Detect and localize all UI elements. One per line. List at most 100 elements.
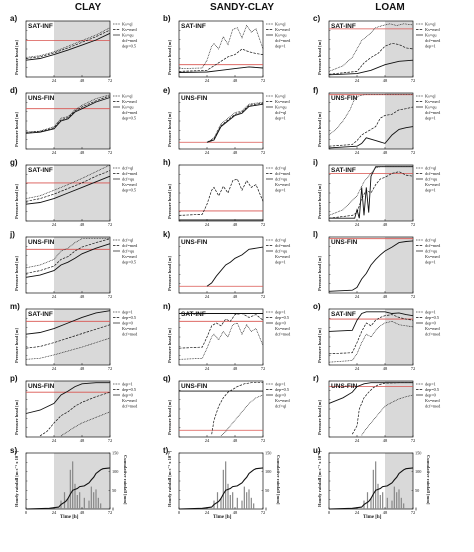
- y-axis-label: Pressure head [m]: [14, 256, 19, 291]
- series-line-1: [178, 24, 264, 69]
- panel-a: a) 24 48 72 SAT-INF Ks=ql Ks=med Ks=qu dcf=med de…: [10, 14, 160, 84]
- panel-label: l): [313, 230, 318, 239]
- y2-tick-label: 50: [415, 488, 419, 493]
- series-line-3: [25, 382, 110, 414]
- x-tick-label: 72: [411, 510, 416, 515]
- x-tick-label: 48: [233, 150, 238, 155]
- y-axis-label: Pressure head [m]: [14, 112, 19, 147]
- panel-t: t) 0 24 48 72 0 50 100 150 Hourly rainfall [m s⁻¹…: [163, 446, 313, 520]
- column-title-sandy-clay: SANDY-CLAY: [209, 2, 275, 13]
- panel-title: SAT-INF: [331, 167, 356, 174]
- x-tick-label: 48: [80, 78, 85, 83]
- y-axis-label: Pressure head [m]: [317, 256, 322, 291]
- rain-bar: [220, 497, 222, 509]
- panel-label: q): [163, 374, 171, 383]
- series-line-3: [328, 59, 414, 76]
- x-tick-label: 48: [233, 438, 238, 443]
- legend-entry: dcf=med: [122, 171, 138, 176]
- y2-tick-label: 100: [415, 469, 421, 474]
- series-line-2: [328, 43, 414, 75]
- series-line-1: [328, 94, 413, 136]
- x-tick-label: 48: [233, 510, 238, 515]
- legend-entry: Ks=qu: [122, 105, 134, 110]
- rain-bar: [250, 497, 252, 509]
- legend-entry: dcf=med: [425, 404, 441, 409]
- legend-entry: dep=0.5: [122, 315, 136, 320]
- y-axis-label: Pressure head [m]: [167, 112, 172, 147]
- x-tick-label: 24: [205, 78, 210, 83]
- rain-bar: [227, 483, 229, 509]
- rain-bar: [379, 495, 381, 509]
- panel-n: n) 24 48 72 SAT-INF dep=1 dep=0.5 dep=0 Ks=med dc…: [163, 302, 313, 372]
- x-axis-label: Time [h]: [213, 515, 232, 520]
- panel-title: UNS-FIN: [28, 95, 55, 102]
- x-tick-label: 48: [383, 366, 388, 371]
- rain-bar: [76, 495, 78, 509]
- panel-label: c): [313, 14, 321, 23]
- rain-bar: [90, 486, 92, 509]
- panel-chart: 24 48 72 SAT-INF Ks=qlKs=medKs=qudcf=meddep=…: [25, 20, 138, 83]
- panel-label: f): [313, 86, 319, 95]
- series-line-3: [25, 32, 111, 61]
- rain-bar: [229, 495, 231, 509]
- panel-chart: 24 48 72 UNS-FIN dcf=qldcf=meddcf=quKs=medde…: [328, 236, 441, 299]
- y-axis-label: Pressure head [m]: [14, 184, 19, 219]
- panel-title: UNS-FIN: [28, 239, 55, 246]
- x-tick-label: 48: [383, 510, 388, 515]
- legend-entry: dcf=ql: [122, 166, 134, 171]
- y-axis-label: Pressure head [m]: [317, 40, 322, 75]
- x-tick-label: 48: [383, 222, 388, 227]
- legend-entry: Ks=med: [425, 99, 440, 104]
- legend-entry: Ks=med: [122, 182, 137, 187]
- panel-chart: 24 48 72 SAT-INF Ks=qlKs=medKs=qudcf=meddep=…: [328, 20, 441, 83]
- legend-entry: Ks=med: [122, 326, 137, 331]
- column-title-loam: LOAM: [375, 2, 405, 13]
- panel-f: f) 24 48 72 UNS-FIN Ks=ql Ks=med Ks=qu dcf=med de…: [313, 86, 463, 156]
- panel-title: SAT-INF: [28, 23, 53, 30]
- series-line-1: [178, 322, 264, 360]
- y-axis-label: Pressure head [m]: [167, 40, 172, 75]
- x-tick-label: 72: [411, 366, 416, 371]
- legend-entry: Ks=med: [425, 182, 440, 187]
- y-axis-label: Pressure head [m]: [317, 400, 322, 435]
- series-line-3: [25, 175, 111, 205]
- panel-label: e): [163, 86, 171, 95]
- legend-entry: Ks=med: [275, 182, 290, 187]
- x-tick-label: 72: [108, 294, 113, 299]
- panel-q: q) 24 48 72 UNS-FIN dep=1 dep=0.5 dep=0 Ks=med dc…: [163, 374, 313, 444]
- x-tick-label: 48: [80, 438, 85, 443]
- legend-entry: dcf=med: [425, 110, 441, 115]
- x-tick-label: 48: [80, 366, 85, 371]
- panel-chart: 24 48 72 UNS-FIN dcf=qldcf=meddcf=quKs=medde…: [178, 236, 291, 299]
- rain-bar: [403, 503, 405, 509]
- legend-entry: Ks=qu: [275, 33, 287, 38]
- legend-entry: Ks=med: [275, 99, 290, 104]
- x-tick-label: 24: [52, 294, 57, 299]
- rain-bar: [63, 492, 66, 509]
- legend-entry: dep=0.5: [122, 260, 136, 265]
- y-axis-label: Hourly rainfall [m s⁻¹ x 10⁻⁶]: [167, 450, 172, 507]
- series-line-1: [178, 178, 264, 216]
- legend-entry: dcf=qu: [122, 249, 135, 254]
- panel-chart: 24 48 72 SAT-INF dep=1dep=0.5dep=0Ks=meddcf=…: [328, 308, 441, 371]
- legend-entry: dep=1: [425, 310, 436, 315]
- x-tick-label: 24: [52, 78, 57, 83]
- rain-bar: [386, 497, 388, 509]
- legend-entry: Ks=med: [122, 398, 137, 403]
- panel-o: o) 24 48 72 SAT-INF dep=1 dep=0.5 dep=0 Ks=med dc…: [313, 302, 463, 372]
- legend-entry: dcf=ql: [275, 404, 287, 409]
- x-tick-label: 24: [205, 438, 210, 443]
- panel-label: d): [10, 86, 18, 95]
- x-tick-label: 72: [261, 438, 266, 443]
- x-tick-label: 48: [80, 222, 85, 227]
- shaded-period: [54, 21, 110, 77]
- y2-tick-label: 50: [265, 488, 269, 493]
- legend-entry: dep=1: [425, 382, 436, 387]
- legend-entry: Ks=med: [275, 254, 290, 259]
- series-line-2: [206, 102, 264, 143]
- cumulative-line: [328, 467, 414, 510]
- y2-tick-label: 100: [112, 469, 118, 474]
- series-line-1: [328, 240, 414, 292]
- series-line-3: [328, 382, 413, 404]
